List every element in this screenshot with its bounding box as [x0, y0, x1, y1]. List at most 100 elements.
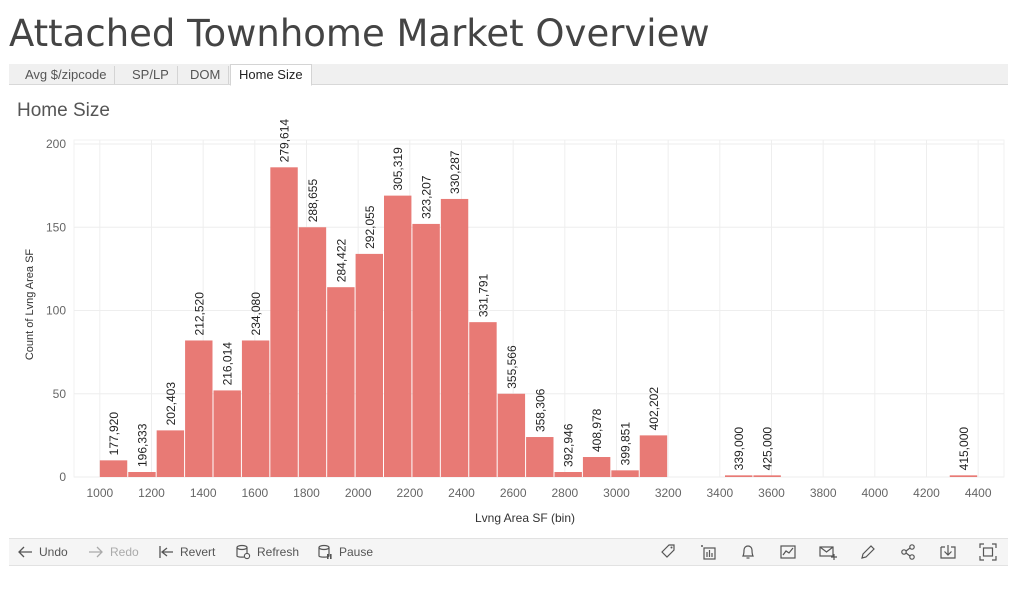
- bar-data-label: 358,306: [533, 388, 547, 432]
- revert-button[interactable]: Revert: [158, 544, 215, 560]
- view-data-icon[interactable]: [699, 543, 717, 561]
- histogram-bar[interactable]: [213, 390, 241, 477]
- tab-avg-price-zipcode[interactable]: Avg $/zipcode: [17, 66, 116, 84]
- x-tick-label: 3200: [655, 486, 682, 500]
- refresh-database-icon: [236, 544, 251, 560]
- histogram-bar[interactable]: [526, 437, 554, 477]
- refresh-button[interactable]: Refresh: [235, 544, 299, 560]
- tab-bar: Avg $/zipcode SP/LP DOM Home Size: [9, 64, 1008, 86]
- undo-button[interactable]: Undo: [17, 544, 68, 560]
- tag-icon[interactable]: [659, 543, 677, 561]
- histogram-bar[interactable]: [497, 393, 526, 477]
- bar-data-label: 196,333: [135, 423, 149, 467]
- x-tick-label: 2800: [551, 486, 578, 500]
- bar-data-label: 323,207: [420, 175, 434, 219]
- x-tick-label: 3800: [810, 486, 837, 500]
- y-tick-label: 150: [46, 220, 66, 234]
- revert-label: Revert: [180, 545, 216, 559]
- histogram-bar[interactable]: [270, 167, 298, 477]
- x-tick-label: 1000: [86, 486, 113, 500]
- histogram-bar[interactable]: [611, 470, 639, 477]
- histogram-bar[interactable]: [469, 322, 497, 477]
- bar-data-label: 305,319: [391, 147, 405, 191]
- histogram-bar[interactable]: [327, 287, 355, 477]
- subscribe-mail-icon[interactable]: [819, 543, 837, 561]
- chart-title: Home Size: [17, 100, 110, 121]
- pause-button[interactable]: Pause: [317, 544, 373, 560]
- histogram-bar[interactable]: [156, 430, 185, 477]
- bar-data-label: 408,978: [590, 408, 604, 452]
- histogram-bar[interactable]: [412, 223, 440, 477]
- x-tick-label: 3000: [603, 486, 630, 500]
- histogram-bar[interactable]: [298, 227, 327, 477]
- bar-data-label: 279,614: [278, 119, 292, 163]
- toolbar: Undo Redo Revert Refresh Pause: [9, 538, 1008, 566]
- x-tick-label: 1600: [241, 486, 268, 500]
- x-tick-label: 3400: [706, 486, 733, 500]
- histogram-bar[interactable]: [99, 460, 128, 477]
- histogram-bar[interactable]: [639, 435, 668, 477]
- bar-data-label: 292,055: [363, 205, 377, 249]
- alert-bell-icon[interactable]: [739, 543, 757, 561]
- redo-button[interactable]: Redo: [88, 544, 139, 560]
- y-tick-label: 50: [53, 387, 67, 401]
- pause-database-icon: [318, 544, 332, 559]
- x-tick-label: 2000: [345, 486, 372, 500]
- bar-data-label: 355,566: [505, 345, 519, 389]
- y-tick-label: 100: [46, 304, 66, 318]
- x-tick-label: 1800: [293, 486, 320, 500]
- revert-icon: [159, 546, 173, 558]
- bar-data-label: 284,422: [334, 238, 348, 282]
- histogram-bar[interactable]: [384, 195, 412, 478]
- y-axis-title: Count of Lvng Area SF: [24, 249, 36, 361]
- share-icon[interactable]: [899, 543, 917, 561]
- bar-data-label: 415,000: [957, 427, 971, 471]
- x-tick-label: 2400: [448, 486, 475, 500]
- histogram-bar[interactable]: [725, 475, 753, 477]
- bar-data-label: 392,946: [562, 423, 576, 467]
- tab-sp-lp[interactable]: SP/LP: [124, 66, 178, 84]
- x-tick-label: 4000: [861, 486, 888, 500]
- histogram-bar[interactable]: [753, 475, 781, 477]
- histogram-bar[interactable]: [185, 340, 213, 477]
- histogram-bar[interactable]: [554, 472, 582, 477]
- x-tick-label: 1400: [190, 486, 217, 500]
- bar-data-label: 330,287: [448, 150, 462, 194]
- tab-home-size[interactable]: Home Size: [230, 64, 312, 86]
- bar-data-label: 212,520: [192, 292, 206, 336]
- arrow-right-icon: [89, 546, 103, 558]
- edit-pencil-icon[interactable]: [859, 543, 877, 561]
- x-tick-label: 3600: [758, 486, 785, 500]
- bar-data-label: 339,000: [732, 427, 746, 471]
- y-tick-label: 200: [46, 137, 66, 151]
- x-tick-label: 1200: [138, 486, 165, 500]
- x-tick-label: 2600: [500, 486, 527, 500]
- bar-data-label: 402,202: [647, 387, 661, 431]
- bar-data-label: 331,791: [476, 273, 490, 317]
- y-tick-label: 0: [59, 470, 66, 484]
- histogram-bar[interactable]: [582, 457, 611, 477]
- histogram-bar[interactable]: [440, 198, 469, 477]
- histogram-chart: 0 50 100 150 200 177,920 196,333 202,403 212,520…: [24, 119, 1005, 525]
- tab-dom[interactable]: DOM: [182, 66, 230, 84]
- x-tick-label: 4400: [965, 486, 992, 500]
- x-tick-label: 2200: [396, 486, 423, 500]
- bar-data-label: 288,655: [306, 179, 320, 223]
- arrow-left-icon: [18, 546, 32, 558]
- histogram-bar[interactable]: [241, 340, 270, 477]
- histogram-bar[interactable]: [128, 472, 156, 477]
- bar-data-label: 399,851: [619, 422, 633, 466]
- bar-data-label: 216,014: [221, 342, 235, 386]
- fullscreen-icon[interactable]: [979, 543, 997, 561]
- x-tick-label: 4200: [913, 486, 940, 500]
- bar-data-label: 425,000: [761, 427, 775, 471]
- download-icon[interactable]: [939, 543, 957, 561]
- bar-data-label: 202,403: [164, 382, 178, 426]
- refresh-label: Refresh: [257, 545, 300, 559]
- histogram-bar[interactable]: [949, 475, 978, 477]
- metrics-icon[interactable]: [779, 543, 797, 561]
- redo-label: Redo: [110, 545, 139, 559]
- bar-data-label: 177,920: [107, 412, 121, 456]
- histogram-bar[interactable]: [355, 253, 383, 477]
- x-axis-title: Lvng Area SF (bin): [475, 511, 575, 525]
